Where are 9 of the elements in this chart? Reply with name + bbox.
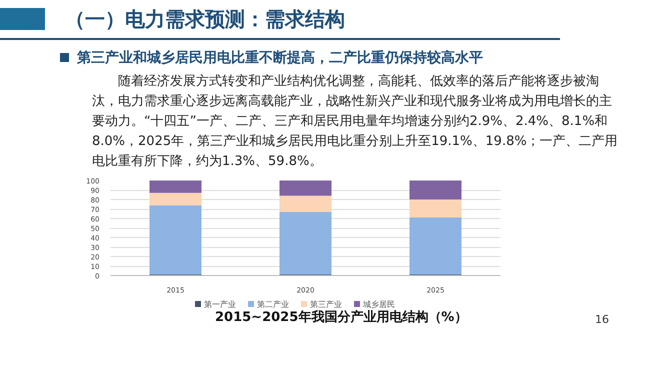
chart-title: （一）电力需求预测：需求结构 xyxy=(65,6,345,33)
text: 16 xyxy=(595,312,609,328)
text: 2015~2025年我国分产业用电结构（%） xyxy=(215,309,468,327)
legend-label: 第三产业 xyxy=(309,300,342,309)
legend-label: 城乡居民 xyxy=(362,300,395,309)
legend-label: 第一产业 xyxy=(203,300,236,309)
legend-label: 第二产业 xyxy=(256,300,289,309)
text: 随着经济发展方式转变和产业结构优化调整，高能耗、低效率的落后产能将逐步被淘汰，电力需求重心逐步远离高载能产业，战略性新兴产业和现代服务业将成为用电增长的主要动力。“十四五”一产、二产、三产和居民用电量年均增速分别约2.9%、2.4%、8.1%和8.0%，2025年，第三产业和城乡居民用电比重分别上升至19.1%、19.8%；一产、二产用电比重有所下降，约为1.3%、59.8%。 xyxy=(92,73,619,171)
chart-subtitle: 第三产业和城乡居民用电比重不断提高，二产比重仍保持较高水平 xyxy=(76,48,483,68)
